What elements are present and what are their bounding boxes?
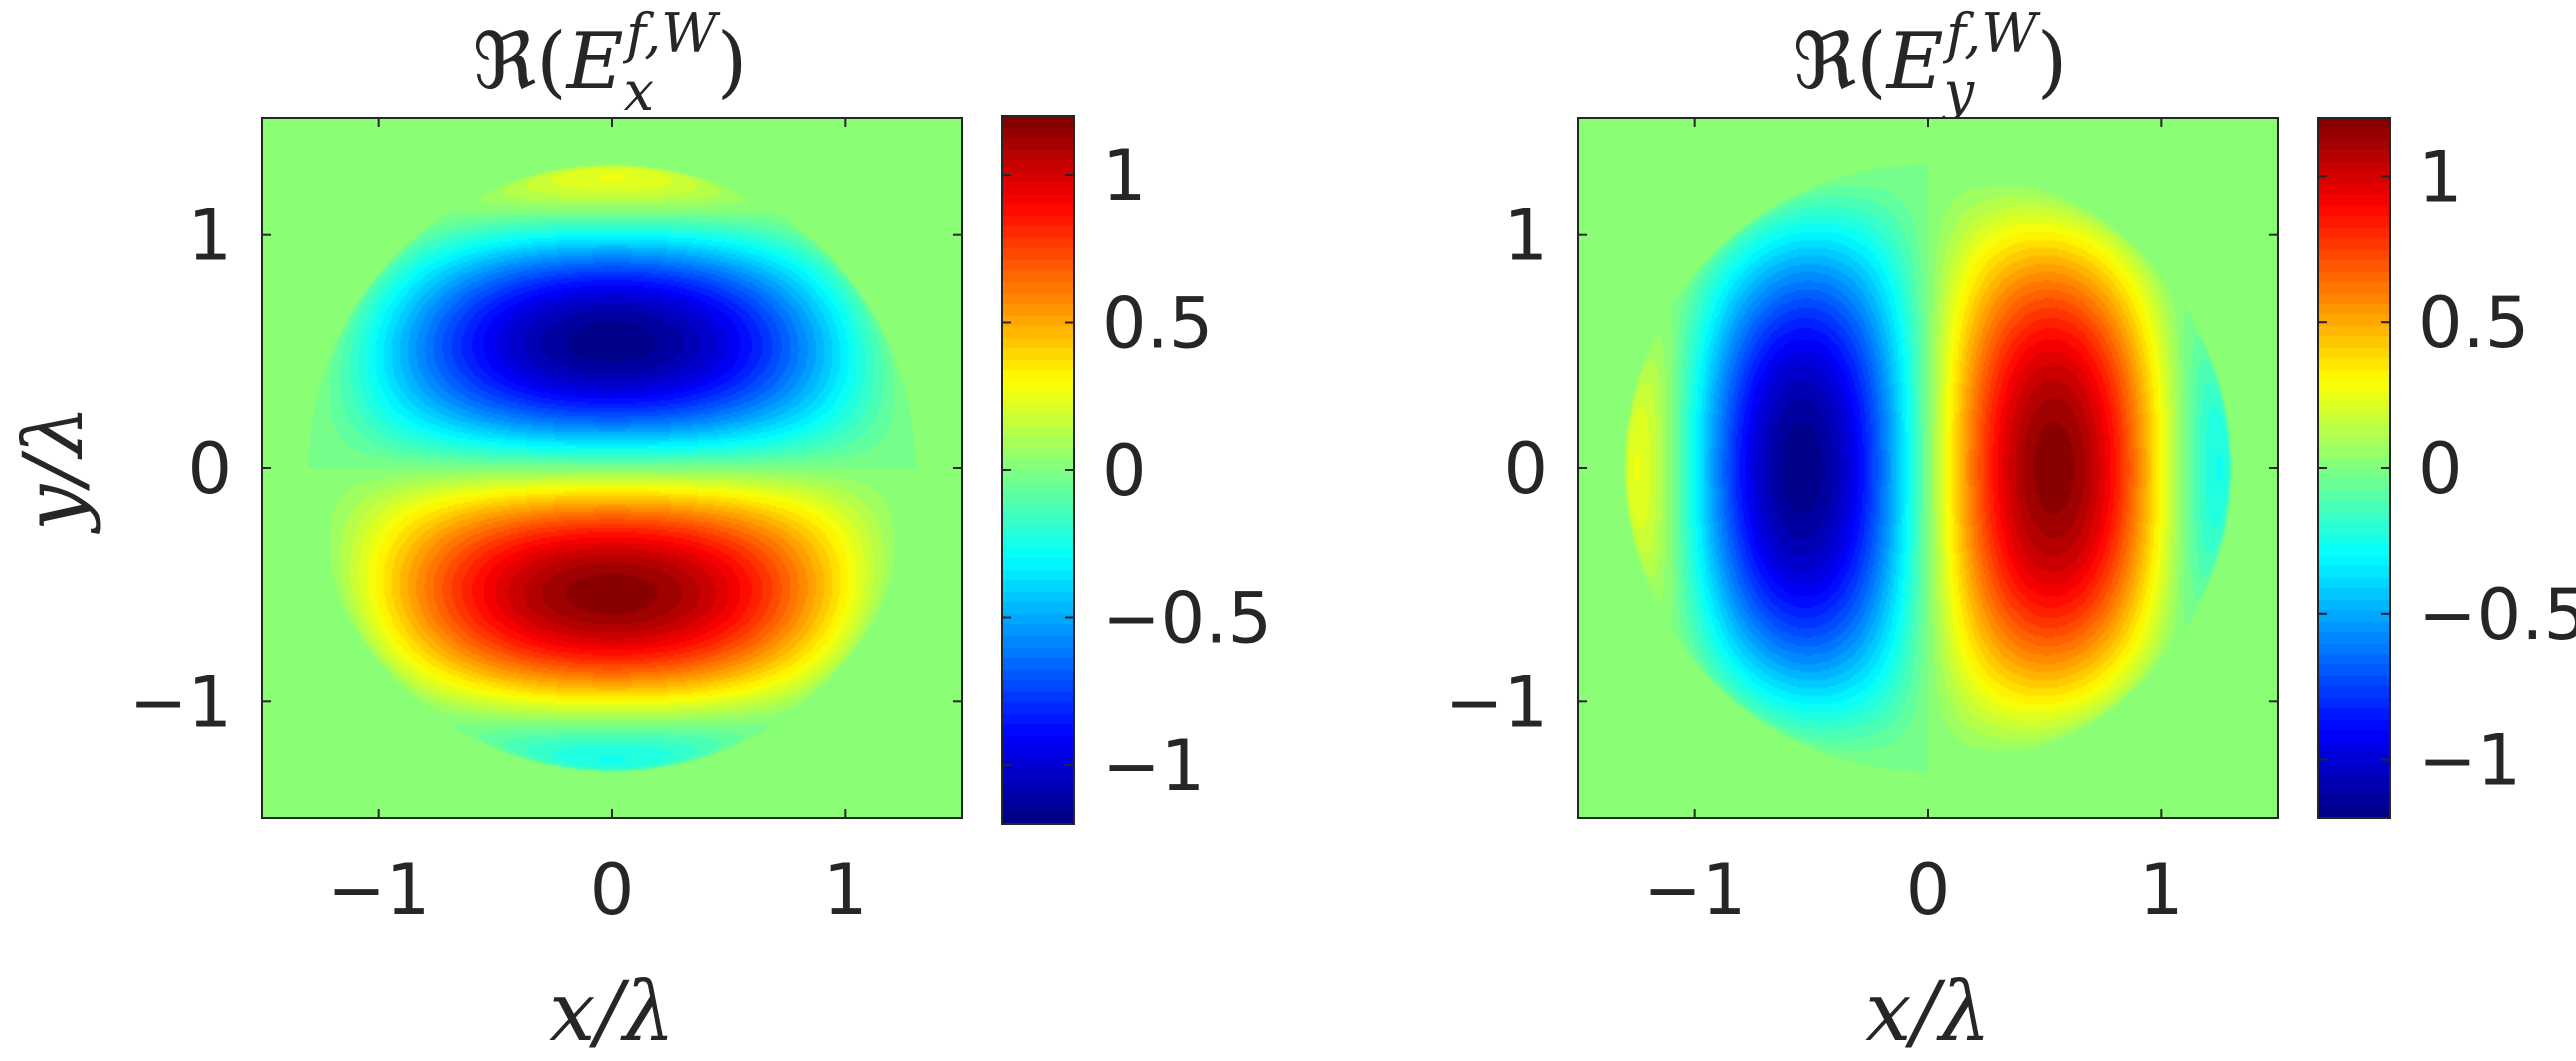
panel-ex-title-sub: x (624, 60, 654, 123)
panel-ey-title-sup: f,W (1942, 2, 2041, 65)
panel-ey-heatmap (1578, 118, 2278, 818)
panel-ex-xticks: −1 0 1 (327, 118, 868, 931)
ey-colorbar-tick-label: 0 (2418, 428, 2463, 510)
panel-ey-title-base: E (1885, 17, 1944, 107)
panel-ey-colorbar-ticks: 1 0.5 0 −0.5 −1 (2318, 136, 2576, 802)
panel-ex-title: ℜ(Exf,W) (473, 2, 748, 123)
panel-ey-title-op: ℜ( (1793, 17, 1887, 107)
ey-ytick-label: −1 (1445, 661, 1548, 743)
panel-ex-ylabel: y/λ (7, 405, 102, 535)
panel-ey-title-close: ) (2037, 17, 2067, 107)
ex-colorbar-tick-label: −1 (1102, 725, 1205, 807)
ex-colorbar-tick-label: 1 (1102, 135, 1147, 217)
ey-colorbar-tick-label: −0.5 (2418, 574, 2576, 656)
ey-colorbar-tick-label: 1 (2418, 136, 2463, 218)
panel-ey-title: ℜ(Eyf,W) (1793, 2, 2068, 123)
panel-ey-xticks: −1 0 1 (1643, 118, 2184, 931)
panel-ex-title-sup: f,W (622, 2, 721, 65)
panel-ex-title-base: E (565, 17, 624, 107)
panel-ex-heatmap (262, 118, 962, 818)
ex-xtick-label: 1 (823, 849, 868, 931)
panel-ey-title-sub: y (1942, 60, 1976, 123)
ex-ytick-label: 1 (187, 195, 232, 277)
ey-xtick-label: 0 (1906, 849, 1951, 931)
ex-colorbar-tick-label: 0.5 (1102, 283, 1213, 365)
ey-colorbar-tick-label: 0.5 (2418, 282, 2529, 364)
ey-ytick-label: 0 (1503, 428, 1548, 510)
panel-ex-title-close: ) (717, 17, 747, 107)
ex-ytick-label: 0 (187, 428, 232, 510)
ex-colorbar-tick-label: −0.5 (1102, 578, 1272, 660)
panel-ey-colorbar (2318, 118, 2390, 818)
ey-xtick-label: −1 (1643, 849, 1746, 931)
ey-ytick-label: 1 (1503, 195, 1548, 277)
panel-ex: ℜ(Exf,W) −1 0 1 1 0 −1 x/λ y/λ 1 0.5 0 −0.5 −1 (7, 2, 1272, 1060)
panel-ex-colorbar (1002, 116, 1074, 824)
panel-ey: ℜ(Eyf,W) −1 0 1 1 0 −1 x/λ 1 0.5 0 −0.5 −1 (1445, 2, 2576, 1060)
panel-ey-yticks: 1 0 −1 (1445, 195, 2278, 743)
panel-ex-title-op: ℜ( (473, 17, 567, 107)
ex-colorbar-tick-label: 0 (1102, 430, 1147, 512)
ex-xtick-label: −1 (327, 849, 430, 931)
panel-ex-xlabel: x/λ (549, 965, 675, 1060)
ey-colorbar-tick-label: −1 (2418, 720, 2521, 802)
ex-xtick-label: 0 (590, 849, 635, 931)
panel-ey-xlabel: x/λ (1865, 965, 1991, 1060)
panel-ex-yticks: 1 0 −1 (129, 195, 962, 743)
panel-ex-colorbar-ticks: 1 0.5 0 −0.5 −1 (1002, 135, 1272, 807)
ex-ytick-label: −1 (129, 661, 232, 743)
ey-xtick-label: 1 (2139, 849, 2184, 931)
